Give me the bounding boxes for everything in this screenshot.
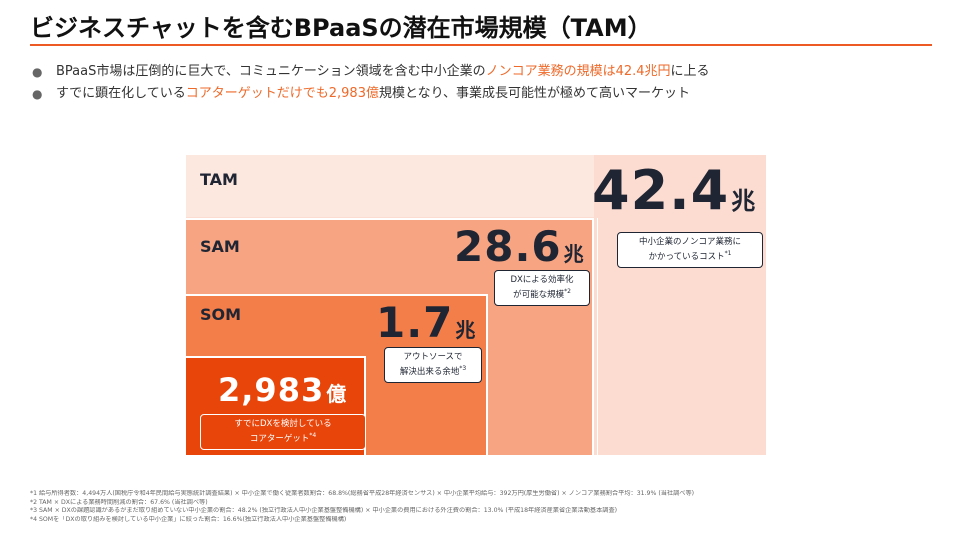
som-label: SOM — [200, 305, 242, 324]
footnote: *3 SAM × DXの課題認識があるがまだ取り組めていない中小企業の割合：48… — [30, 507, 618, 514]
tam-note-line1: 中小企業のノンコア業務に — [638, 237, 741, 247]
bullet-dot-icon: ● — [32, 65, 43, 79]
tam-value: 42.4兆 — [592, 160, 756, 232]
sam-value-unit: 兆 — [563, 242, 585, 266]
som-value: 1.7 兆 — [376, 298, 476, 355]
bullet-text: BPaaS市場は圧倒的に巨大で、コミュニケーション領域を含む中小企業の — [56, 64, 486, 79]
sam-value-number: 28.6 — [454, 222, 562, 271]
footnote: *4 SOMを「DXの取り組みを検討している中小企業」に絞った割合：16.6%(… — [30, 515, 347, 523]
bullet-text: すでに顕在化している — [56, 86, 186, 101]
tam-note: 中小企業のノンコア業務に かかっているコスト*1 — [617, 232, 763, 268]
tam-top-band — [186, 155, 594, 217]
core-value: 2,983 億 — [218, 370, 347, 414]
som-value-number: 1.7 — [376, 298, 454, 347]
core-value-unit: 億 — [326, 382, 348, 406]
sam-label: SAM — [200, 237, 240, 256]
bullet-item: ● すでに顕在化しているコアターゲットだけでも2,983億規模となり、事業成長可… — [30, 84, 930, 106]
core-note-line2: コアターゲット — [249, 433, 310, 444]
tam-note-ref: *1 — [724, 250, 732, 257]
tam-value-number: 42.4 — [592, 159, 730, 222]
bullet-item: ● BPaaS市場は圧倒的に巨大で、コミュニケーション領域を含む中小企業のノンコ… — [30, 62, 930, 84]
tam-label: TAM — [200, 170, 238, 189]
bullet-list: ● BPaaS市場は圧倒的に巨大で、コミュニケーション領域を含む中小企業のノンコ… — [30, 62, 930, 106]
page-title: ビジネスチャットを含むBPaaSの潜在市場規模（TAM） — [30, 14, 652, 42]
sam-note-line1: DXによる効率化 — [510, 275, 574, 285]
sam-note: DXによる効率化 が可能な規模*2 — [494, 270, 590, 306]
footnote: *1 給与所得者数：4,494万人(国税庁令和4年民間給与実態統計調査結果) ×… — [30, 490, 695, 497]
core-value-number: 2,983 — [218, 371, 325, 409]
title-underline — [30, 44, 932, 46]
core-note: すでにDXを検討している コアターゲット*4 — [200, 414, 366, 450]
som-note: アウトソースで 解決出来る余地*3 — [384, 347, 482, 383]
bullet-highlight: ノンコア業務の規模は42.4兆円 — [485, 64, 671, 79]
sam-note-line2: が可能な規模 — [513, 289, 565, 300]
sam-value: 28.6 兆 — [454, 222, 585, 279]
bullet-dot-icon: ● — [32, 87, 43, 101]
som-note-line2: 解決出来る余地 — [399, 366, 460, 377]
som-note-ref: *3 — [459, 365, 467, 372]
som-note-line1: アウトソースで — [403, 352, 463, 362]
tam-value-unit: 兆 — [731, 187, 757, 215]
core-note-ref: *4 — [309, 432, 317, 439]
footnote: *2 TAM × DXによる業務時間削減の割合：67.6% (当社調べ等) — [30, 498, 208, 506]
footnotes: *1 給与所得者数：4,494万人(国税庁令和4年民間給与実態統計調査結果) ×… — [30, 490, 930, 524]
bullet-text-end: に上る — [670, 64, 710, 79]
tam-note-line2: かかっているコスト — [648, 251, 725, 262]
bullet-highlight: コアターゲットだけでも2,983億 — [185, 86, 379, 101]
core-note-line1: すでにDXを検討している — [234, 419, 332, 429]
som-value-unit: 兆 — [455, 318, 477, 342]
bullet-text-end: 規模となり、事業成長可能性が極めて高いマーケット — [378, 86, 691, 101]
sam-note-ref: *2 — [564, 288, 571, 295]
